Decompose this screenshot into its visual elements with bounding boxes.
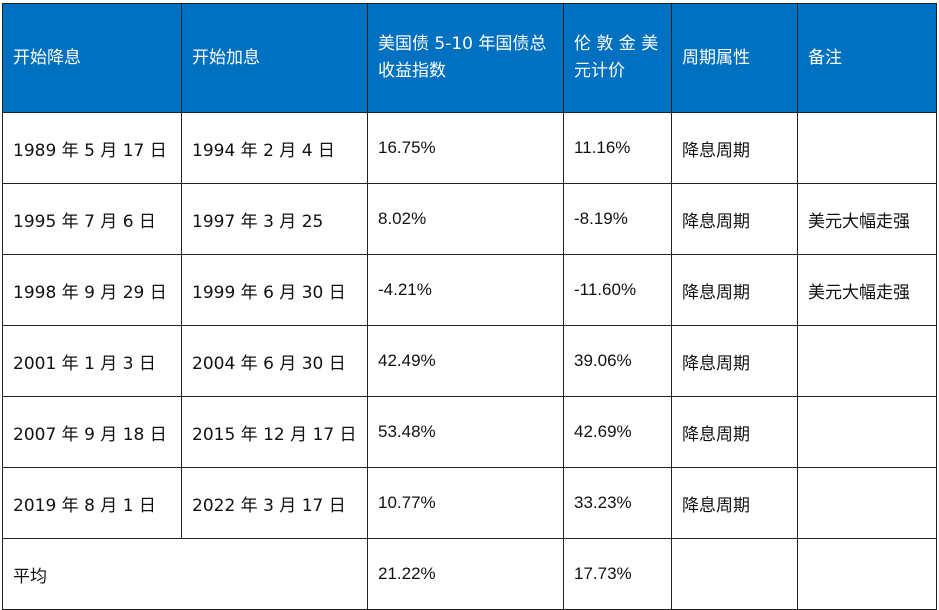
table-body: 1989 年 5 月 17 日 1994 年 2 月 4 日 16.75% 11… bbox=[2, 112, 937, 610]
cycle-cell: 降息周期 bbox=[671, 254, 798, 326]
start-cut-cell: 1998 年 9 月 29 日 bbox=[2, 254, 182, 326]
note-cell: 美元大幅走强 bbox=[797, 183, 937, 255]
start-hike-cell: 1994 年 2 月 4 日 bbox=[181, 112, 368, 184]
cycle-cell: 降息周期 bbox=[671, 467, 798, 539]
bond-return-cell: 16.75% bbox=[367, 112, 564, 184]
start-cut-cell: 2007 年 9 月 18 日 bbox=[2, 396, 182, 468]
bond-return-cell: 42.49% bbox=[367, 325, 564, 397]
note-cell bbox=[797, 325, 937, 397]
table-row: 2019 年 8 月 1 日 2022 年 3 月 17 日 10.77% 33… bbox=[2, 467, 937, 539]
start-cut-cell: 2019 年 8 月 1 日 bbox=[2, 467, 182, 539]
cycle-cell: 降息周期 bbox=[671, 325, 798, 397]
start-hike-cell: 2015 年 12 月 17 日 bbox=[181, 396, 368, 468]
header-start-hike: 开始加息 bbox=[181, 3, 368, 113]
note-cell bbox=[797, 396, 937, 468]
table-row: 1995 年 7 月 6 日 1997 年 3 月 25 8.02% -8.19… bbox=[2, 183, 937, 255]
average-cycle-cell bbox=[671, 538, 798, 610]
average-bond-cell: 21.22% bbox=[367, 538, 564, 610]
cycle-cell: 降息周期 bbox=[671, 396, 798, 468]
bond-return-cell: 8.02% bbox=[367, 183, 564, 255]
bond-return-cell: -4.21% bbox=[367, 254, 564, 326]
start-hike-cell: 2022 年 3 月 17 日 bbox=[181, 467, 368, 539]
average-gold-cell: 17.73% bbox=[563, 538, 672, 610]
rate-cycle-table: 开始降息 开始加息 美国债 5-10 年国债总收益指数 伦 敦 金 美元计价 周… bbox=[2, 3, 937, 610]
average-row: 平均 21.22% 17.73% bbox=[2, 538, 937, 610]
header-cycle: 周期属性 bbox=[671, 3, 798, 113]
bond-return-cell: 10.77% bbox=[367, 467, 564, 539]
gold-return-cell: -8.19% bbox=[563, 183, 672, 255]
table-row: 1998 年 9 月 29 日 1999 年 6 月 30 日 -4.21% -… bbox=[2, 254, 937, 326]
cycle-cell: 降息周期 bbox=[671, 183, 798, 255]
note-cell: 美元大幅走强 bbox=[797, 254, 937, 326]
average-note-cell bbox=[797, 538, 937, 610]
header-note: 备注 bbox=[797, 3, 937, 113]
start-cut-cell: 1995 年 7 月 6 日 bbox=[2, 183, 182, 255]
header-bond-index: 美国债 5-10 年国债总收益指数 bbox=[367, 3, 564, 113]
header-gold-usd: 伦 敦 金 美元计价 bbox=[563, 3, 672, 113]
gold-return-cell: 11.16% bbox=[563, 112, 672, 184]
header-row: 开始降息 开始加息 美国债 5-10 年国债总收益指数 伦 敦 金 美元计价 周… bbox=[2, 3, 937, 113]
start-cut-cell: 2001 年 1 月 3 日 bbox=[2, 325, 182, 397]
gold-return-cell: -11.60% bbox=[563, 254, 672, 326]
average-label: 平均 bbox=[2, 538, 368, 610]
note-cell bbox=[797, 112, 937, 184]
table-header: 开始降息 开始加息 美国债 5-10 年国债总收益指数 伦 敦 金 美元计价 周… bbox=[2, 3, 937, 113]
cycle-cell: 降息周期 bbox=[671, 112, 798, 184]
table-row: 1989 年 5 月 17 日 1994 年 2 月 4 日 16.75% 11… bbox=[2, 112, 937, 184]
start-hike-cell: 1999 年 6 月 30 日 bbox=[181, 254, 368, 326]
header-start-cut: 开始降息 bbox=[2, 3, 182, 113]
bond-return-cell: 53.48% bbox=[367, 396, 564, 468]
note-cell bbox=[797, 467, 937, 539]
start-hike-cell: 2004 年 6 月 30 日 bbox=[181, 325, 368, 397]
table-row: 2001 年 1 月 3 日 2004 年 6 月 30 日 42.49% 39… bbox=[2, 325, 937, 397]
start-cut-cell: 1989 年 5 月 17 日 bbox=[2, 112, 182, 184]
gold-return-cell: 39.06% bbox=[563, 325, 672, 397]
gold-return-cell: 33.23% bbox=[563, 467, 672, 539]
gold-return-cell: 42.69% bbox=[563, 396, 672, 468]
table-row: 2007 年 9 月 18 日 2015 年 12 月 17 日 53.48% … bbox=[2, 396, 937, 468]
start-hike-cell: 1997 年 3 月 25 bbox=[181, 183, 368, 255]
